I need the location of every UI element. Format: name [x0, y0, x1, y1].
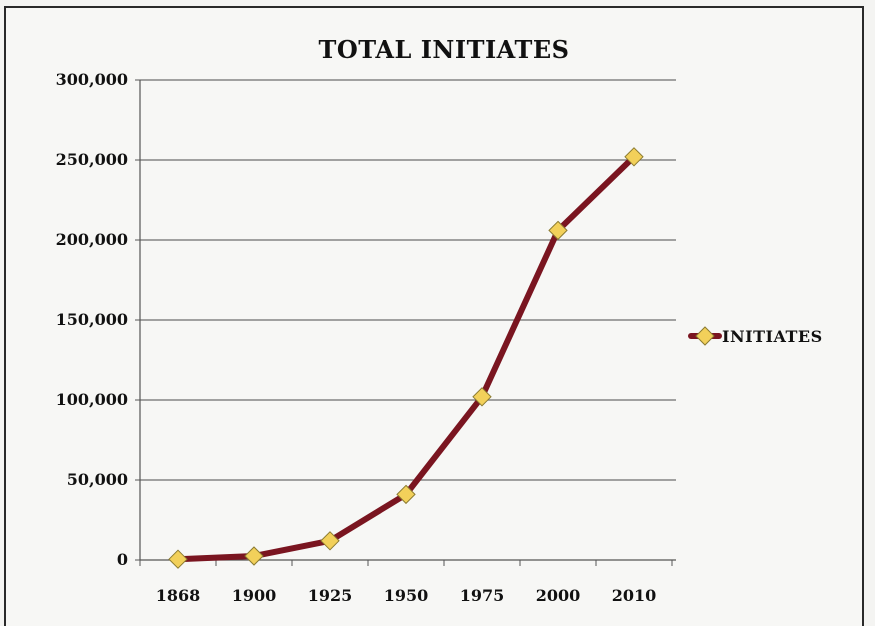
data-point-marker — [472, 387, 492, 407]
gridlines — [140, 79, 676, 481]
x-tick-label: 1868 — [156, 586, 201, 605]
x-tick-label: 1975 — [460, 586, 505, 605]
legend-marker-swatch — [695, 326, 715, 346]
x-tick-label: 1900 — [232, 586, 277, 605]
x-tick-label: 2000 — [536, 586, 581, 605]
y-tick-label: 50,000 — [67, 470, 128, 489]
data-point-marker — [320, 531, 340, 551]
data-point-marker — [244, 546, 264, 566]
x-tick-label: 2010 — [612, 586, 657, 605]
legend: INITIATES — [688, 326, 823, 346]
chart-frame — [4, 6, 864, 626]
y-tick-label: 100,000 — [56, 390, 128, 409]
chart-title: TOTAL INITIATES — [319, 35, 570, 64]
y-tick-label: 300,000 — [56, 70, 128, 89]
x-tick-label: 1950 — [384, 586, 429, 605]
data-point-marker — [168, 549, 188, 569]
y-tick-label: 150,000 — [56, 310, 128, 329]
data-point-marker — [548, 220, 568, 241]
series-group — [168, 147, 644, 569]
y-tick-label: 250,000 — [56, 150, 128, 169]
y-tick-label: 200,000 — [56, 230, 128, 249]
x-tick-label: 1925 — [308, 586, 353, 605]
x-tick-labels: 1868 1900 1925 1950 1975 2000 2010 — [156, 586, 657, 605]
y-tick-labels: 0 50,000 100,000 150,000 200,000 250,000 300,0… — [56, 70, 128, 569]
y-tick-label: 0 — [117, 550, 128, 569]
data-point-marker — [396, 484, 416, 505]
data-point-marker — [624, 147, 644, 167]
legend-label: INITIATES — [722, 327, 823, 346]
